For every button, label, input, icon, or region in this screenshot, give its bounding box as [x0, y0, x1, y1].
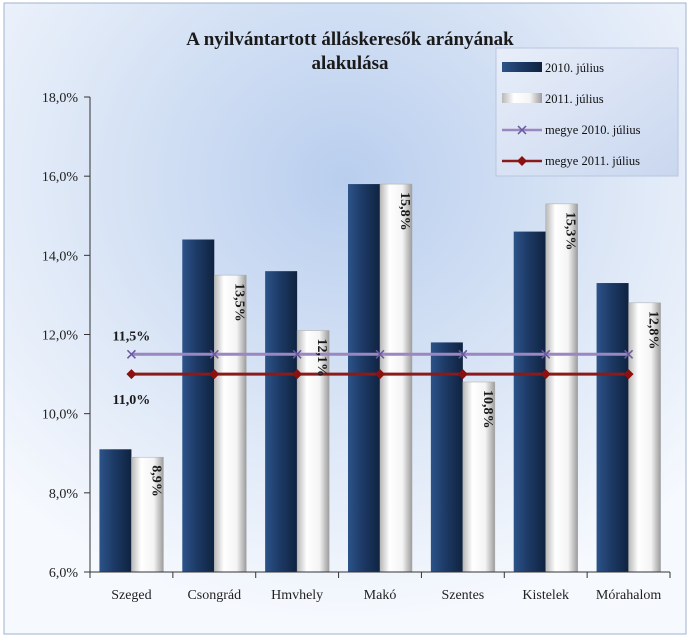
marker-megye-2011 [540, 369, 551, 380]
legend-marker-megye-2010 [517, 125, 527, 135]
data-label-megye-2011: 11,0% [113, 393, 151, 408]
y-tick-label: 8,0% [49, 487, 79, 502]
legend-label: megye 2010. július [545, 123, 641, 137]
line-series-group [126, 349, 634, 380]
x-tick-label: Szeged [111, 588, 151, 603]
marker-megye-2011 [623, 369, 634, 380]
bar-2011 [545, 203, 578, 573]
marker-megye-2010 [292, 349, 302, 359]
legend-swatch-2011 [502, 93, 542, 103]
bar-series-group [99, 183, 661, 573]
x-axis: Szeged Csongrád Hmvhely Makó Szentes Kistelek… [89, 571, 671, 603]
y-axis: 6,0% 8,0% 10,0% 12,0% 14,0% 16,0% 18,0% [42, 91, 91, 581]
data-label-2011: 8,9% [148, 465, 163, 497]
chart-title-line-1: A nyilvántartott álláskeresők arányának [186, 29, 514, 50]
y-tick-label: 14,0% [42, 249, 79, 264]
legend-label: 2010. július [545, 61, 604, 75]
data-label-2011: 15,8% [397, 192, 412, 231]
y-tick-label: 6,0% [49, 566, 79, 581]
data-label-2011: 15,3% [563, 212, 578, 251]
bar-2011 [296, 330, 330, 573]
y-tick-label: 16,0% [42, 170, 79, 185]
x-tick-label: Makó [364, 588, 397, 603]
bar-2010 [265, 271, 298, 572]
legend: 2010. július 2011. július megye 2010. júli… [495, 47, 679, 177]
marker-megye-2010 [458, 349, 468, 359]
bar-2010 [99, 449, 132, 572]
x-tick-label: Szentes [441, 588, 484, 603]
bar-2011 [131, 456, 164, 573]
x-tick-label: Mórahalom [596, 588, 661, 603]
bar-2011 [379, 183, 413, 573]
bar-2011 [214, 274, 247, 573]
data-label-2011: 12,1% [314, 339, 329, 378]
legend-marker-megye-2011 [517, 156, 527, 166]
y-tick-label: 10,0% [42, 408, 79, 423]
data-label-2011: 12,8% [646, 311, 661, 350]
x-tick-label: Csongrád [187, 588, 241, 603]
marker-megye-2010 [624, 349, 634, 359]
marker-megye-2011 [209, 369, 220, 380]
y-tick-label: 12,0% [42, 329, 79, 344]
y-tick-label: 18,0% [42, 91, 79, 106]
x-tick-label: Kistelek [522, 588, 569, 603]
bar-2010 [430, 342, 463, 572]
marker-megye-2011 [375, 369, 385, 380]
marker-megye-2010 [375, 349, 385, 359]
data-label-2011: 10,8% [480, 390, 495, 429]
marker-megye-2011 [457, 369, 468, 380]
legend-label: megye 2011. július [545, 154, 640, 168]
data-labels-group: 8,9% 13,5% 12,1% 15,8% 10,8% 15,3% 12,8% 11,5% 1… [113, 192, 661, 497]
marker-megye-2010 [541, 349, 551, 359]
legend-label: 2011. július [545, 92, 604, 106]
legend-swatch-2010 [502, 62, 542, 72]
data-label-megye-2010: 11,5% [113, 329, 151, 344]
bar-2010 [348, 184, 380, 573]
bar-2011 [462, 381, 496, 573]
x-tick-label: Hmvhely [271, 588, 323, 603]
chart-title-line-2: alakulása [311, 53, 389, 74]
bar-2010 [596, 283, 629, 572]
bar-2011 [628, 302, 661, 573]
bar-2010 [182, 239, 215, 572]
marker-megye-2011 [292, 369, 303, 380]
marker-megye-2010 [209, 349, 219, 359]
bar-2010 [513, 231, 546, 573]
marker-megye-2011 [126, 369, 137, 380]
marker-megye-2010 [126, 349, 136, 359]
data-label-2011: 13,5% [231, 283, 246, 322]
